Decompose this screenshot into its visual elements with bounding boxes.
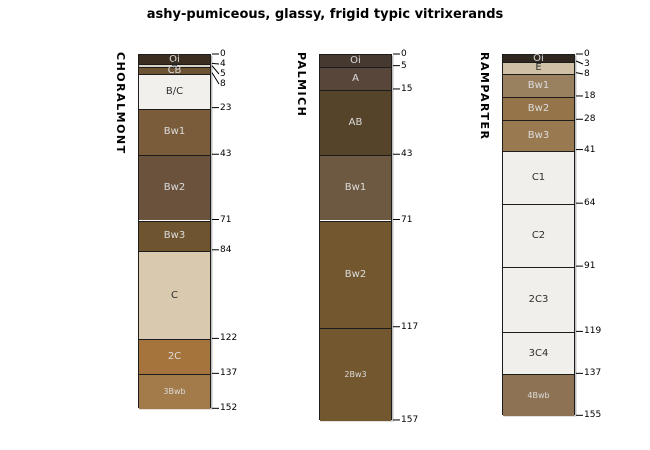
depth-tick-label: 137 <box>584 368 602 379</box>
horizon-band <box>320 155 391 221</box>
depth-tick-label: 5 <box>220 69 226 79</box>
depth-tick-label: 8 <box>584 69 590 79</box>
depth-tick-label: 71 <box>220 214 232 225</box>
profile-name-label: RAMPARTER <box>478 52 491 141</box>
depth-tick-label: 41 <box>584 144 596 155</box>
horizon-band <box>320 220 391 328</box>
depth-tick-label: 23 <box>220 102 232 113</box>
horizon-band <box>139 73 210 109</box>
horizon-band <box>139 108 210 156</box>
depth-tick-label: 8 <box>220 79 226 89</box>
depth-tick-line <box>575 60 584 65</box>
horizon-band <box>320 55 391 67</box>
depth-tick-label: 4 <box>220 59 226 69</box>
depth-tick-label: 91 <box>584 261 596 272</box>
horizon-band <box>503 61 574 74</box>
depth-tick-label: 152 <box>220 403 238 414</box>
horizon-band <box>503 150 574 205</box>
profile-name-label: PALMICH <box>295 52 308 118</box>
depth-tick-line <box>211 72 220 85</box>
profile-column: Oi A CB B/C Bw1 Bw2 Bw3 C 2C 3Bwb <box>138 54 211 410</box>
horizon-band <box>503 96 574 121</box>
depth-tick-label: 0 <box>584 49 590 59</box>
horizon-band <box>320 89 391 156</box>
horizon-band <box>320 327 391 421</box>
horizon-band <box>139 220 210 251</box>
horizon-band <box>503 120 574 151</box>
depth-tick-label: 0 <box>220 49 226 59</box>
horizon-band <box>503 204 574 268</box>
depth-tick-label: 157 <box>401 414 419 425</box>
depth-tick-label: 43 <box>401 149 413 160</box>
depth-tick-label: 3 <box>584 59 590 69</box>
depth-tick-label: 155 <box>584 410 602 421</box>
horizon-band <box>139 64 210 67</box>
depth-tick-label: 28 <box>584 114 596 125</box>
horizon-band <box>139 66 210 74</box>
horizon-band <box>139 250 210 340</box>
depth-tick-line <box>575 72 584 75</box>
depth-tick-label: 84 <box>220 244 232 255</box>
depth-tick-line <box>211 62 220 65</box>
horizon-band <box>139 155 210 221</box>
horizon-band <box>503 55 574 62</box>
depth-tick-label: 18 <box>584 90 596 101</box>
depth-tick-label: 64 <box>584 198 596 209</box>
horizon-band <box>503 73 574 97</box>
depth-tick-label: 119 <box>584 326 602 337</box>
plot-title: ashy-pumiceous, glassy, frigid typic vit… <box>146 7 504 22</box>
horizon-band <box>139 339 210 375</box>
horizon-band <box>503 332 574 375</box>
horizon-band <box>139 55 210 65</box>
horizon-band <box>139 374 210 410</box>
profile-column: Oi E Bw1 Bw2 Bw3 C1 C2 2C3 3C4 4Bwb <box>502 53 575 417</box>
horizon-band <box>503 374 574 417</box>
depth-tick-label: 5 <box>401 60 407 71</box>
depth-tick-label: 43 <box>220 149 232 160</box>
horizon-band <box>503 267 574 333</box>
depth-tick-label: 117 <box>401 321 419 332</box>
horizon-band <box>320 66 391 90</box>
depth-tick-line <box>211 65 220 75</box>
depth-tick-label: 0 <box>401 49 407 59</box>
depth-tick-label: 15 <box>401 83 413 94</box>
depth-tick-label: 137 <box>220 368 238 379</box>
depth-tick-label: 71 <box>401 214 413 225</box>
depth-tick-label: 122 <box>220 333 238 344</box>
profile-name-label: CHORALMONT <box>114 52 127 155</box>
profile-column: Oi A AB Bw1 Bw2 2Bw3 <box>319 54 392 421</box>
